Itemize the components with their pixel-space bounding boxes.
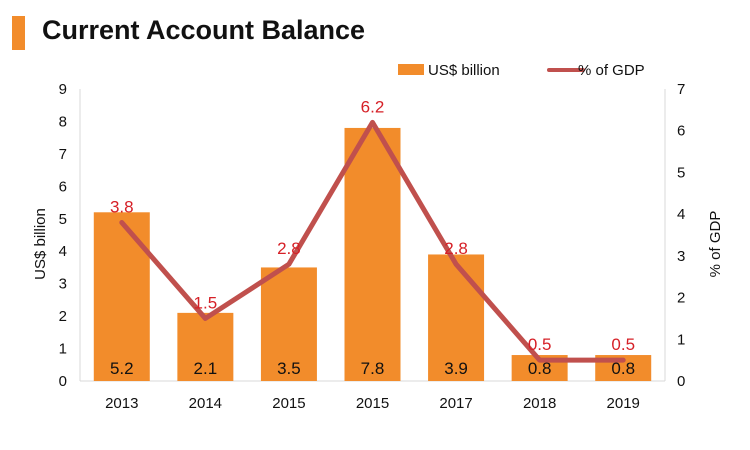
gdp-value-label: 0.5 [611, 335, 635, 354]
x-tick-label: 2018 [523, 395, 556, 412]
y2-axis-title: % of GDP [707, 211, 724, 278]
bar [344, 127, 401, 381]
y-tick-label: 7 [59, 146, 67, 163]
gdp-value-label: 2.8 [277, 239, 301, 258]
y-ticks: 0 1 2 3 4 5 6 7 8 9 [59, 81, 67, 390]
bar-value-label: 2.1 [194, 359, 218, 378]
y2-tick-label: 5 [677, 164, 685, 181]
bar-value-label: 3.5 [277, 359, 301, 378]
y2-tick-label: 3 [677, 248, 685, 265]
y-tick-label: 5 [59, 211, 67, 228]
y-tick-label: 8 [59, 113, 67, 130]
legend-bar-swatch [398, 64, 424, 75]
bars [93, 127, 652, 381]
y-tick-label: 6 [59, 178, 67, 195]
legend-line-label: % of GDP [578, 62, 645, 79]
legend: US$ billion % of GDP [398, 62, 645, 79]
bar [260, 267, 317, 381]
gdp-value-label: 0.5 [528, 335, 552, 354]
x-tick-label: 2019 [607, 395, 640, 412]
y2-tick-label: 7 [677, 81, 685, 98]
x-tick-label: 2017 [439, 395, 472, 412]
bar [428, 254, 485, 381]
y-tick-label: 1 [59, 341, 67, 358]
x-ticks: 2013 2014 2015 2015 2017 2018 2019 [105, 395, 640, 412]
bar-value-label: 3.9 [444, 359, 468, 378]
line-labels: 3.8 1.5 2.8 6.2 2.8 0.5 0.5 [110, 97, 635, 354]
bar-value-label: 5.2 [110, 359, 134, 378]
y-tick-label: 3 [59, 276, 67, 293]
x-tick-label: 2014 [189, 395, 222, 412]
title-accent-bar [12, 16, 25, 50]
x-tick-label: 2015 [272, 395, 305, 412]
bar [93, 212, 150, 381]
gdp-value-label: 1.5 [194, 293, 218, 312]
x-tick-label: 2015 [356, 395, 389, 412]
y-tick-label: 2 [59, 308, 67, 325]
y2-tick-label: 0 [677, 373, 685, 390]
gdp-line [119, 119, 626, 363]
bar-labels: 5.2 2.1 3.5 7.8 3.9 0.8 0.8 [110, 359, 635, 378]
y-tick-label: 4 [59, 243, 67, 260]
x-tick-label: 2013 [105, 395, 138, 412]
gdp-value-label: 2.8 [444, 239, 468, 258]
bar [177, 312, 234, 381]
bar-value-label: 0.8 [611, 359, 635, 378]
legend-bar-label: US$ billion [428, 62, 500, 79]
gdp-value-label: 3.8 [110, 197, 134, 216]
y2-tick-label: 2 [677, 290, 685, 307]
y2-ticks: 0 1 2 3 4 5 6 7 [677, 81, 685, 390]
bar-value-label: 7.8 [361, 359, 385, 378]
y2-tick-label: 6 [677, 123, 685, 140]
y2-tick-label: 4 [677, 206, 685, 223]
line-series [119, 119, 626, 363]
y-axis-title: US$ billion [32, 208, 49, 280]
y-tick-label: 9 [59, 81, 67, 98]
bar-value-label: 0.8 [528, 359, 552, 378]
gdp-value-label: 6.2 [361, 97, 385, 116]
y2-tick-label: 1 [677, 331, 685, 348]
y-tick-label: 0 [59, 373, 67, 390]
chart-title: Current Account Balance [42, 15, 366, 45]
